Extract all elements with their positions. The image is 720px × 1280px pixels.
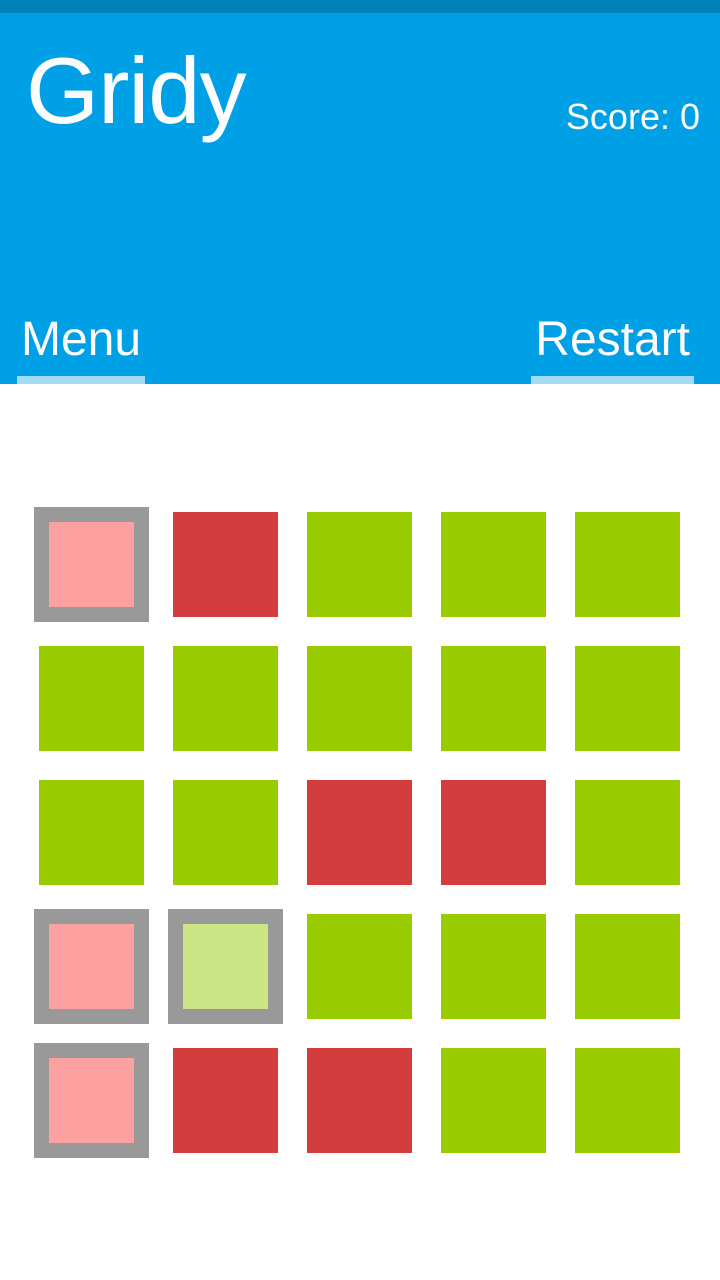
grid-cell-r4-c5-green[interactable] [575,914,680,1019]
game-grid [34,507,680,1158]
grid-cell-r4-c4-green[interactable] [441,914,546,1019]
grid-cell-r3-c1-green[interactable] [39,780,144,885]
menu-button[interactable]: Menu [17,310,146,384]
grid-cell-r2-c4-green[interactable] [441,646,546,751]
grid-cell-r1-c4-green[interactable] [441,512,546,617]
status-bar [0,0,720,13]
score-display: Score: 0 [565,96,700,137]
grid-cell-r2-c3-green[interactable] [307,646,412,751]
grid-cell-r3-c4-red[interactable] [441,780,546,885]
grid-cell-r3-c5-green[interactable] [575,780,680,885]
action-bar: Menu Restart [0,304,720,384]
grid-cell-r2-c2-green[interactable] [173,646,278,751]
restart-button[interactable]: Restart [531,310,694,384]
grid-cell-r5-c4-green[interactable] [441,1048,546,1153]
grid-cell-r2-c5-green[interactable] [575,646,680,751]
grid-cell-r4-c3-green[interactable] [307,914,412,1019]
grid-cell-r3-c3-red[interactable] [307,780,412,885]
app-header: Gridy Score: 0 Menu Restart [0,13,720,384]
grid-cell-r4-c2-green-selected[interactable] [168,909,283,1024]
grid-cell-r1-c1-red-selected[interactable] [34,507,149,622]
grid-cell-r1-c3-green[interactable] [307,512,412,617]
grid-cell-r5-c1-red-selected[interactable] [34,1043,149,1158]
grid-cell-r3-c2-green[interactable] [173,780,278,885]
grid-cell-r5-c3-red[interactable] [307,1048,412,1153]
grid-cell-r5-c5-green[interactable] [575,1048,680,1153]
grid-cell-r2-c1-green[interactable] [39,646,144,751]
grid-cell-r1-c5-green[interactable] [575,512,680,617]
grid-cell-r4-c1-red-selected[interactable] [34,909,149,1024]
grid-cell-r5-c2-red[interactable] [173,1048,278,1153]
page-title: Gridy [26,38,247,143]
grid-cell-r1-c2-red[interactable] [173,512,278,617]
